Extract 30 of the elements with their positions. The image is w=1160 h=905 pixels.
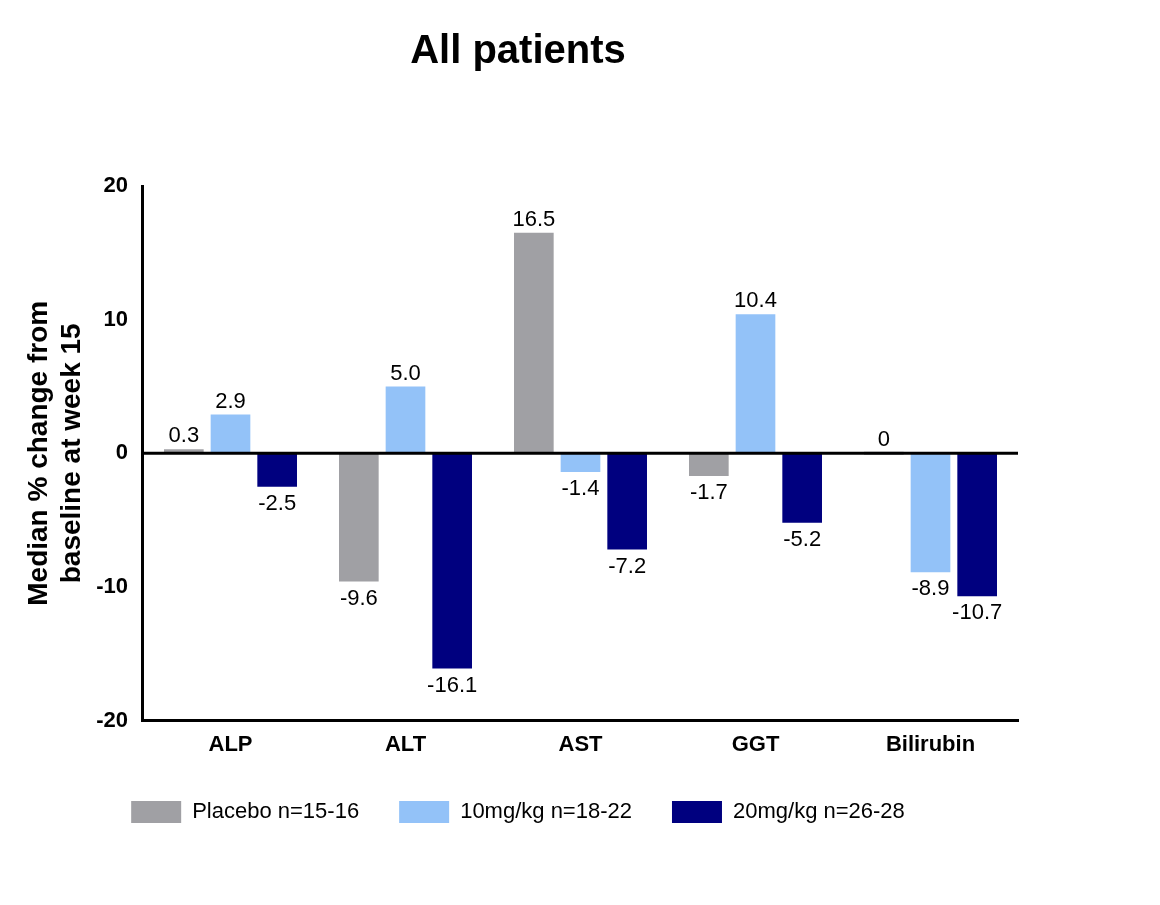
y-axis-title: Median % change from baseline at week 15 xyxy=(21,300,87,606)
data-label: 5.0 xyxy=(390,359,421,385)
x-tick-label: AST xyxy=(558,730,604,756)
data-label: -8.9 xyxy=(911,575,950,601)
legend-label: Placebo n=15-16 xyxy=(192,798,360,824)
data-label: -10.7 xyxy=(952,599,1003,625)
data-label: -1.7 xyxy=(689,479,728,505)
y-tick-label: -20 xyxy=(96,706,128,732)
data-label: 10.4 xyxy=(734,287,777,313)
data-label: -16.1 xyxy=(427,671,478,697)
x-tick-label: GGT xyxy=(731,730,780,756)
data-label: -7.2 xyxy=(608,552,647,578)
y-tick-label: 20 xyxy=(103,172,128,198)
y-tick-label: -10 xyxy=(96,573,128,599)
data-label: 2.9 xyxy=(215,387,246,413)
x-tick-label: ALP xyxy=(208,730,253,756)
legend-label: 10mg/kg n=18-22 xyxy=(460,798,632,824)
data-label: -9.6 xyxy=(339,584,378,610)
x-tick-label: Bilirubin xyxy=(885,730,976,756)
x-tick-label: ALT xyxy=(384,730,427,756)
legend-label: 20mg/kg n=26-28 xyxy=(732,798,905,824)
data-label: 0 xyxy=(877,426,890,452)
y-tick-label: 10 xyxy=(103,305,128,331)
y-tick-label: 0 xyxy=(115,439,128,465)
data-label: -5.2 xyxy=(783,525,822,551)
data-label: 16.5 xyxy=(512,205,556,231)
chart-title: All patients xyxy=(410,27,626,72)
data-label: 0.3 xyxy=(168,422,200,448)
data-label: -2.5 xyxy=(258,489,297,515)
data-label: -1.4 xyxy=(561,475,600,501)
